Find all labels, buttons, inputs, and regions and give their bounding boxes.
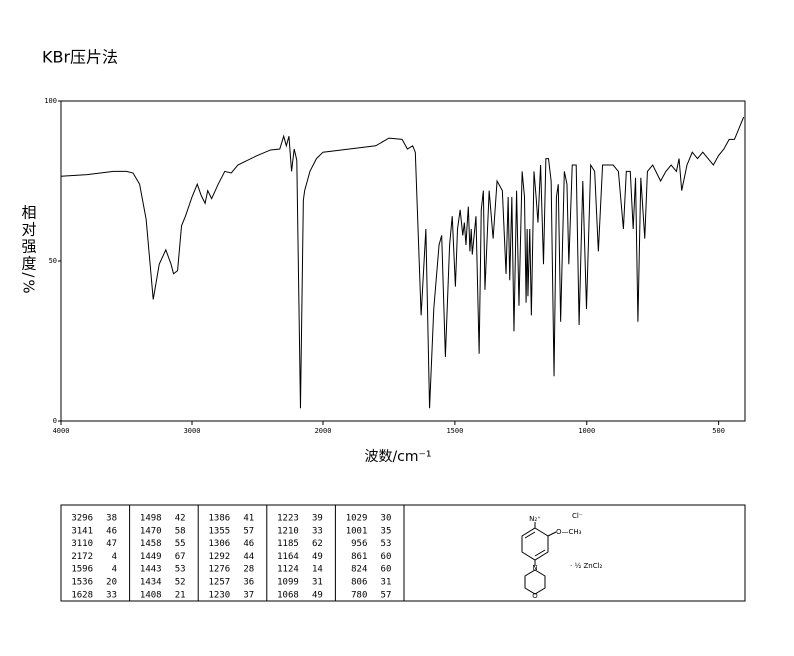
- peak-transmittance: 62: [312, 539, 323, 549]
- amine-label: N: [532, 564, 537, 572]
- peak-transmittance: 37: [243, 590, 254, 600]
- table-frame: [60, 504, 746, 602]
- peak-transmittance: 53: [175, 565, 186, 575]
- peak-transmittance: 44: [243, 552, 254, 562]
- peak-transmittance: 36: [243, 578, 254, 588]
- peak-transmittance: 55: [175, 539, 186, 549]
- y-tick-label: 0: [53, 417, 57, 425]
- peak-transmittance: 20: [106, 578, 117, 588]
- peak-transmittance: 49: [312, 552, 323, 562]
- peak-transmittance: 33: [106, 590, 117, 600]
- peak-wavenumber: 1210: [277, 526, 299, 536]
- peak-wavenumber: 1306: [209, 539, 231, 549]
- peak-transmittance: 57: [381, 590, 392, 600]
- peak-transmittance: 58: [175, 526, 186, 536]
- peak-wavenumber: 1408: [140, 590, 162, 600]
- peak-wavenumber: 1458: [140, 539, 162, 549]
- peak-transmittance: 46: [243, 539, 254, 549]
- peak-transmittance: 4: [112, 552, 117, 562]
- peak-transmittance: 35: [381, 526, 392, 536]
- methoxy-label: O—CH₃: [556, 528, 582, 536]
- ether-label: O: [532, 592, 538, 600]
- peak-wavenumber: 780: [351, 590, 367, 600]
- peak-wavenumber: 1068: [277, 590, 299, 600]
- peak-wavenumber: 1596: [71, 565, 93, 575]
- peak-wavenumber: 1628: [71, 590, 93, 600]
- peak-wavenumber: 1124: [277, 565, 299, 575]
- x-tick-label: 3000: [184, 427, 201, 435]
- chart-title: KBr压片法: [42, 48, 118, 67]
- peak-transmittance: 60: [381, 552, 392, 562]
- x-axis-label: 波数/cm⁻¹: [364, 449, 431, 465]
- peak-transmittance: 4: [112, 565, 117, 575]
- peak-wavenumber: 1449: [140, 552, 162, 562]
- peak-wavenumber: 1536: [71, 578, 93, 588]
- x-tick-label: 500: [712, 427, 725, 435]
- anion-label: Cl⁻: [572, 512, 583, 520]
- y-axis-label: 相对强度/%: [20, 204, 38, 295]
- peak-wavenumber: 3296: [71, 514, 93, 524]
- peak-wavenumber: 3141: [71, 526, 93, 536]
- peak-wavenumber: 1223: [277, 514, 299, 524]
- peak-transmittance: 39: [312, 514, 323, 524]
- x-tick-label: 1000: [578, 427, 595, 435]
- peak-wavenumber: 1443: [140, 565, 162, 575]
- diazo-label: N₂⁺: [529, 515, 541, 523]
- y-tick-label: 50: [49, 257, 57, 265]
- peak-wavenumber: 824: [351, 565, 367, 575]
- peak-transmittance: 33: [312, 526, 323, 536]
- peak-wavenumber: 1276: [209, 565, 231, 575]
- x-tick-label: 4000: [53, 427, 70, 435]
- peak-transmittance: 21: [175, 590, 186, 600]
- y-tick-label: 100: [44, 97, 57, 105]
- x-tick-label: 2000: [315, 427, 332, 435]
- peak-wavenumber: 1099: [277, 578, 299, 588]
- peak-transmittance: 31: [312, 578, 323, 588]
- peak-wavenumber: 1257: [209, 578, 231, 588]
- peak-transmittance: 53: [381, 539, 392, 549]
- peak-transmittance: 41: [243, 514, 254, 524]
- peak-wavenumber: 1292: [209, 552, 231, 562]
- structure-drawing: [521, 522, 557, 595]
- peak-wavenumber: 1386: [209, 514, 231, 524]
- peak-wavenumber: 1164: [277, 552, 299, 562]
- peak-transmittance: 42: [175, 514, 186, 524]
- x-tick-label: 1500: [446, 427, 463, 435]
- peak-wavenumber: 1185: [277, 539, 299, 549]
- peak-transmittance: 67: [175, 552, 186, 562]
- peak-wavenumber: 3110: [71, 539, 93, 549]
- peak-wavenumber: 1498: [140, 514, 162, 524]
- peak-wavenumber: 1434: [140, 578, 162, 588]
- peak-wavenumber: 1355: [209, 526, 231, 536]
- spectrum-line: [60, 116, 745, 409]
- peak-wavenumber: 806: [351, 578, 367, 588]
- peak-wavenumber: 1029: [346, 514, 368, 524]
- peak-wavenumber: 1470: [140, 526, 162, 536]
- peak-transmittance: 28: [243, 565, 254, 575]
- peak-wavenumber: 1001: [346, 526, 368, 536]
- peak-transmittance: 31: [381, 578, 392, 588]
- peak-transmittance: 52: [175, 578, 186, 588]
- peak-wavenumber: 861: [351, 552, 367, 562]
- peak-wavenumber: 2172: [71, 552, 93, 562]
- peak-transmittance: 49: [312, 590, 323, 600]
- plot-frame: [60, 100, 746, 422]
- peak-wavenumber: 956: [351, 539, 367, 549]
- peak-wavenumber: 1230: [209, 590, 231, 600]
- peak-transmittance: 46: [106, 526, 117, 536]
- peak-transmittance: 47: [106, 539, 117, 549]
- peak-transmittance: 30: [381, 514, 392, 524]
- peak-transmittance: 60: [381, 565, 392, 575]
- salt-label: · ½ ZnCl₂: [570, 562, 603, 570]
- peak-transmittance: 57: [243, 526, 254, 536]
- peak-transmittance: 14: [312, 565, 323, 575]
- peak-transmittance: 38: [106, 514, 117, 524]
